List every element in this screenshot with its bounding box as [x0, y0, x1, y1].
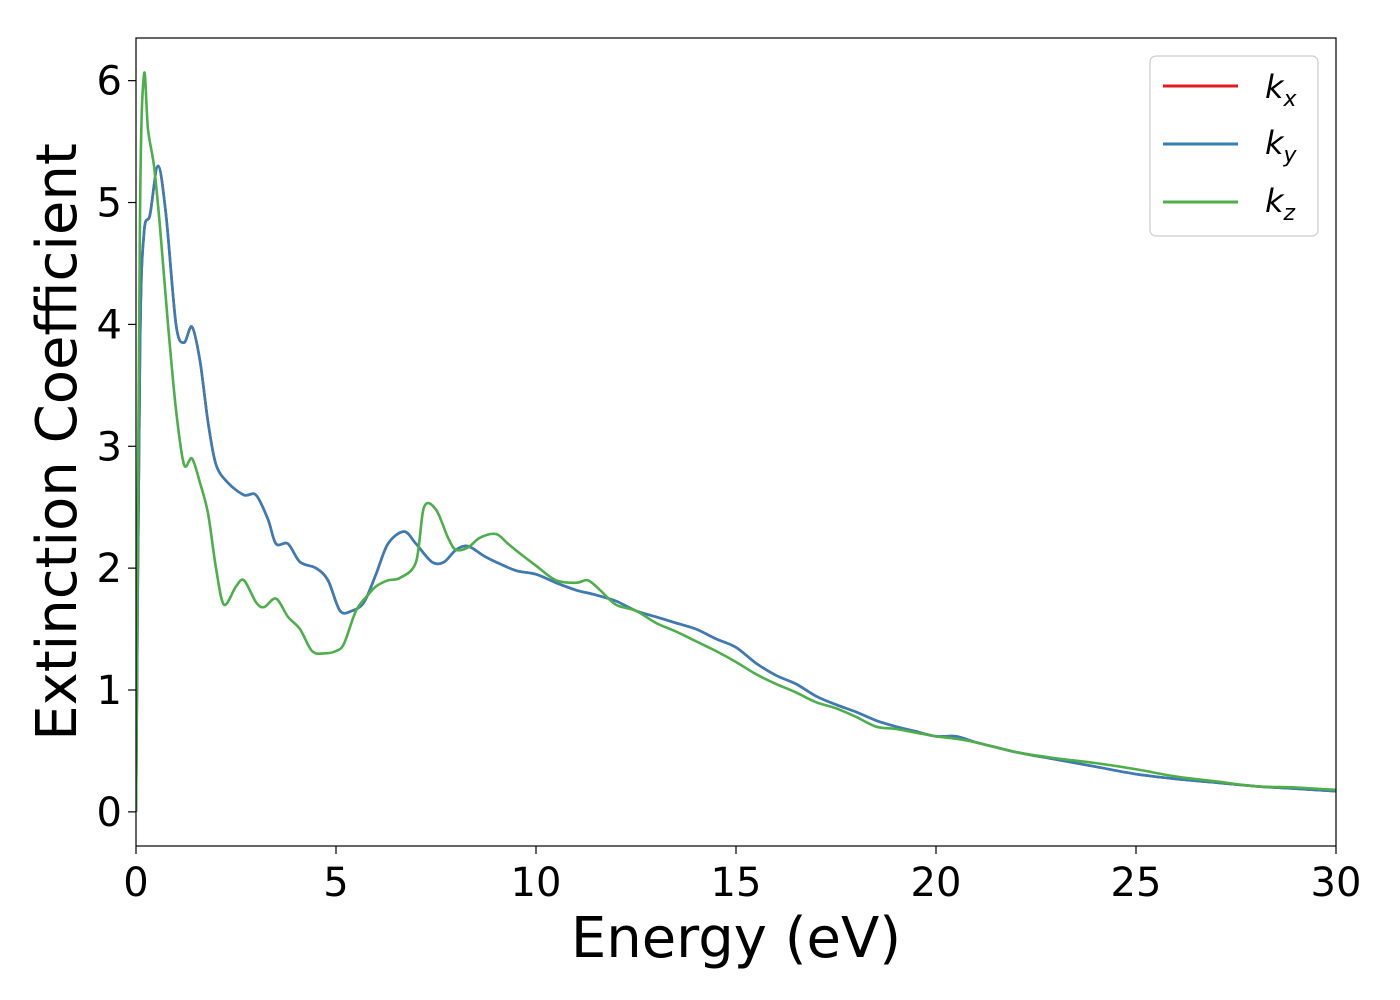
legend-label-kz: kz [1265, 182, 1296, 226]
x-axis-ticks: 0 5 10 15 20 25 30 [123, 846, 1361, 906]
y-tick-label: 5 [97, 181, 122, 227]
legend-label-kx: kx [1265, 68, 1298, 112]
y-tick-label: 2 [97, 546, 122, 592]
x-axis-label: Energy (eV) [571, 906, 901, 971]
legend-box [1149, 55, 1319, 237]
series-line-kz [136, 71, 1336, 812]
series-layer [136, 71, 1336, 812]
x-tick-label: 10 [511, 860, 562, 906]
y-tick-label: 3 [97, 424, 122, 470]
x-tick-label: 25 [1111, 860, 1162, 906]
legend-label-ky: ky [1265, 124, 1298, 168]
x-tick-label: 15 [711, 860, 762, 906]
y-tick-label: 4 [97, 302, 122, 348]
y-tick-label: 6 [97, 59, 122, 105]
y-tick-label: 0 [97, 790, 122, 836]
y-axis-label: Extinction Coefficient [25, 143, 90, 741]
legend: kx ky kz [1149, 55, 1319, 237]
y-axis-ticks: 0 1 2 3 4 5 6 [97, 59, 136, 836]
x-tick-label: 30 [1311, 860, 1362, 906]
x-tick-label: 0 [123, 860, 148, 906]
y-tick-label: 1 [97, 668, 122, 714]
x-tick-label: 5 [323, 860, 348, 906]
x-tick-label: 20 [911, 860, 962, 906]
